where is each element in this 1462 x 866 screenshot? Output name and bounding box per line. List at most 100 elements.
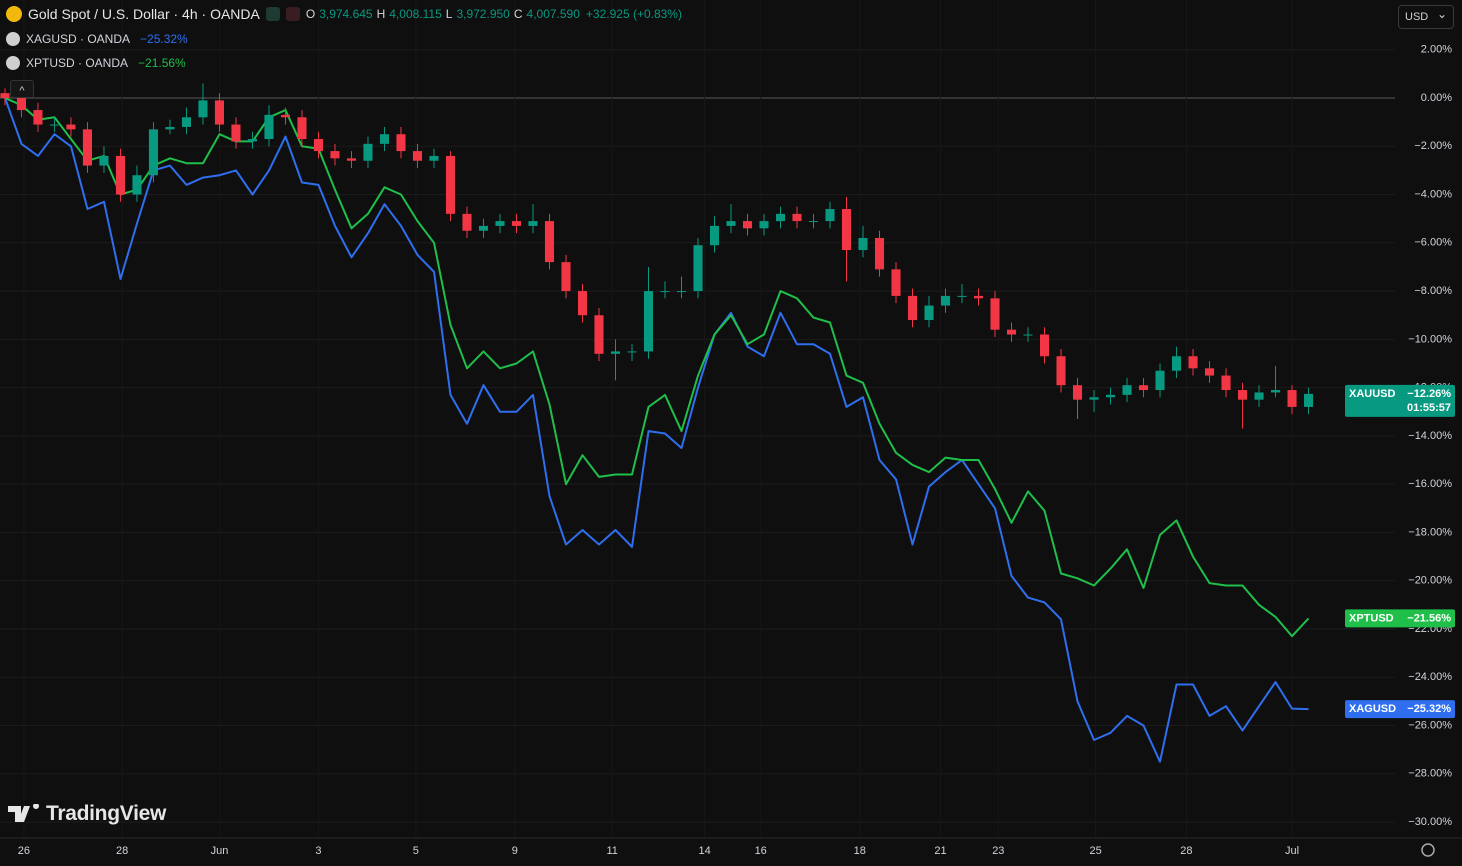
series-line xyxy=(4,97,1310,638)
candle-body xyxy=(49,124,59,126)
legend-value: −21.56% xyxy=(138,56,186,70)
candle-body xyxy=(693,245,703,292)
candle-body xyxy=(759,221,769,229)
legend-label: XAGUSD · OANDA xyxy=(26,32,131,46)
legend-icon xyxy=(6,32,20,46)
currency-select[interactable]: USD xyxy=(1398,3,1454,29)
candle-body xyxy=(676,291,687,293)
candle-body xyxy=(429,155,439,161)
brand: TradingView xyxy=(8,802,166,826)
x-tick-label: Jul xyxy=(1285,845,1299,857)
candle-body xyxy=(363,143,373,161)
plot xyxy=(0,83,1314,763)
candle-body xyxy=(643,291,654,352)
y-tick-label: −6.00% xyxy=(1414,237,1452,249)
candle-body xyxy=(231,124,241,142)
x-tick-label: 3 xyxy=(315,845,321,857)
candle-body xyxy=(825,209,835,222)
candle-body xyxy=(1204,368,1215,376)
candle-body xyxy=(709,225,720,246)
collapse-button[interactable]: ^ xyxy=(10,80,34,98)
y-tick-label: −8.00% xyxy=(1414,285,1452,297)
candle-body xyxy=(1122,385,1132,395)
candle-body xyxy=(1155,370,1165,391)
y-tick-label: −24.00% xyxy=(1408,671,1452,683)
candle-body xyxy=(379,134,390,144)
candle-body xyxy=(495,221,505,226)
candle-body xyxy=(66,124,76,130)
candle-body xyxy=(313,139,324,152)
x-tick-label: 14 xyxy=(698,845,710,857)
data-icon xyxy=(285,7,300,21)
ohlc-value: 4,007.590 xyxy=(526,7,580,21)
ohlc-value: 4,008.115 xyxy=(389,7,442,21)
candle-body xyxy=(1138,385,1149,391)
candle-body xyxy=(396,134,406,152)
series-line xyxy=(4,97,1309,763)
candle-body xyxy=(1089,397,1099,400)
ohlc-key: H xyxy=(376,7,386,21)
badge-label: −12.26% xyxy=(1407,388,1451,400)
badge-label: XAUUSD xyxy=(1349,388,1396,400)
candle-body xyxy=(16,97,26,111)
candle-body xyxy=(1270,390,1281,393)
candle-body xyxy=(280,114,291,118)
candle-body xyxy=(1006,329,1017,335)
candle-body xyxy=(660,291,670,293)
candle-body xyxy=(297,117,307,140)
candle-body xyxy=(478,225,489,231)
candle-body xyxy=(1254,392,1264,400)
candle-body xyxy=(1171,356,1182,371)
candle-body xyxy=(148,129,158,176)
settings-icon[interactable] xyxy=(1421,843,1435,857)
badge-label: 01:55:57 xyxy=(1407,402,1451,414)
x-tick-label: 26 xyxy=(18,845,30,857)
legend-icon xyxy=(6,56,20,70)
candle-body xyxy=(528,221,538,226)
symbol-title[interactable]: Gold Spot / U.S. Dollar · 4h · OANDA xyxy=(28,6,260,22)
legend-item[interactable]: XPTUSD · OANDA −21.56% xyxy=(6,56,186,70)
candle-body xyxy=(1188,356,1198,369)
candle-body xyxy=(1105,394,1116,398)
ohlc-values: O 3,974.645 H 4,008.115 L 3,972.950 C 4,007.590 xyxy=(306,7,580,21)
candle-body xyxy=(1039,334,1050,357)
candle-body xyxy=(907,295,918,321)
candle-body xyxy=(726,221,736,226)
ohlc-value: 3,972.950 xyxy=(456,7,510,21)
symbol-header: Gold Spot / U.S. Dollar · 4h · OANDA O 3,… xyxy=(6,6,682,22)
candle-body xyxy=(214,100,225,125)
brand-logo xyxy=(8,804,39,822)
legend-item[interactable]: XAGUSD · OANDA −25.32% xyxy=(6,32,188,46)
candle-body xyxy=(181,117,191,127)
brand-name: TradingView xyxy=(46,802,167,825)
y-tick-label: 0.00% xyxy=(1421,92,1452,104)
candle-body xyxy=(1023,334,1033,336)
candle-body xyxy=(841,209,852,251)
x-tick-label: Jun xyxy=(211,845,229,857)
ohlc-value: 3,974.645 xyxy=(319,7,373,21)
candle-body xyxy=(561,262,571,292)
badge-label: XPTUSD xyxy=(1349,612,1394,624)
candle-body xyxy=(82,129,92,166)
candle-body xyxy=(1237,390,1248,400)
candle-body xyxy=(808,221,819,223)
candle-body xyxy=(610,351,621,354)
candle-body xyxy=(742,221,753,229)
badge-label: −21.56% xyxy=(1407,612,1451,624)
candle-body xyxy=(330,151,340,159)
candle-body xyxy=(198,100,208,118)
candle-body xyxy=(346,158,357,161)
axes: 2.00% 0.00% −2.00% −4.00% −6.00% −8.00% −10.00… xyxy=(18,44,1455,857)
candle-body xyxy=(874,237,885,270)
candle-body xyxy=(99,155,109,166)
candle-body xyxy=(792,213,802,222)
ohlc-key: C xyxy=(513,7,523,21)
x-tick-label: 5 xyxy=(413,845,419,857)
candle-body xyxy=(940,295,951,306)
candle-body xyxy=(264,114,274,140)
candle-body xyxy=(1221,375,1231,391)
y-tick-label: −30.00% xyxy=(1408,816,1452,828)
candle-body xyxy=(577,291,588,316)
candle-body xyxy=(462,213,472,231)
